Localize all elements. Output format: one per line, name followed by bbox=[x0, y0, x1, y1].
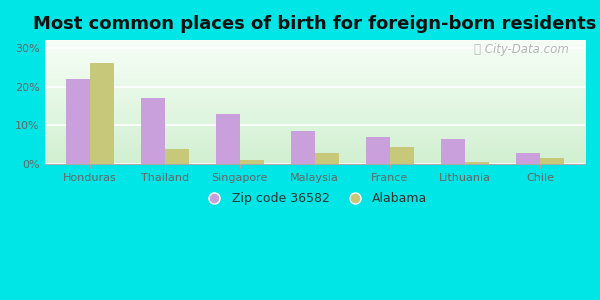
Bar bbox=[89, 63, 113, 164]
Bar bbox=[315, 153, 339, 164]
Bar bbox=[291, 131, 315, 164]
Legend: Zip code 36582, Alabama: Zip code 36582, Alabama bbox=[197, 187, 433, 210]
Text: ⎙ City-Data.com: ⎙ City-Data.com bbox=[474, 43, 569, 56]
Bar bbox=[240, 160, 264, 164]
Bar bbox=[516, 153, 540, 164]
Bar bbox=[441, 139, 465, 164]
Bar bbox=[164, 149, 189, 164]
Bar bbox=[366, 137, 390, 164]
Bar bbox=[390, 147, 414, 164]
Bar bbox=[540, 158, 564, 164]
Bar bbox=[216, 114, 240, 164]
Bar bbox=[65, 79, 89, 164]
Bar bbox=[465, 162, 489, 164]
Title: Most common places of birth for foreign-born residents: Most common places of birth for foreign-… bbox=[33, 15, 596, 33]
Bar bbox=[140, 98, 164, 164]
